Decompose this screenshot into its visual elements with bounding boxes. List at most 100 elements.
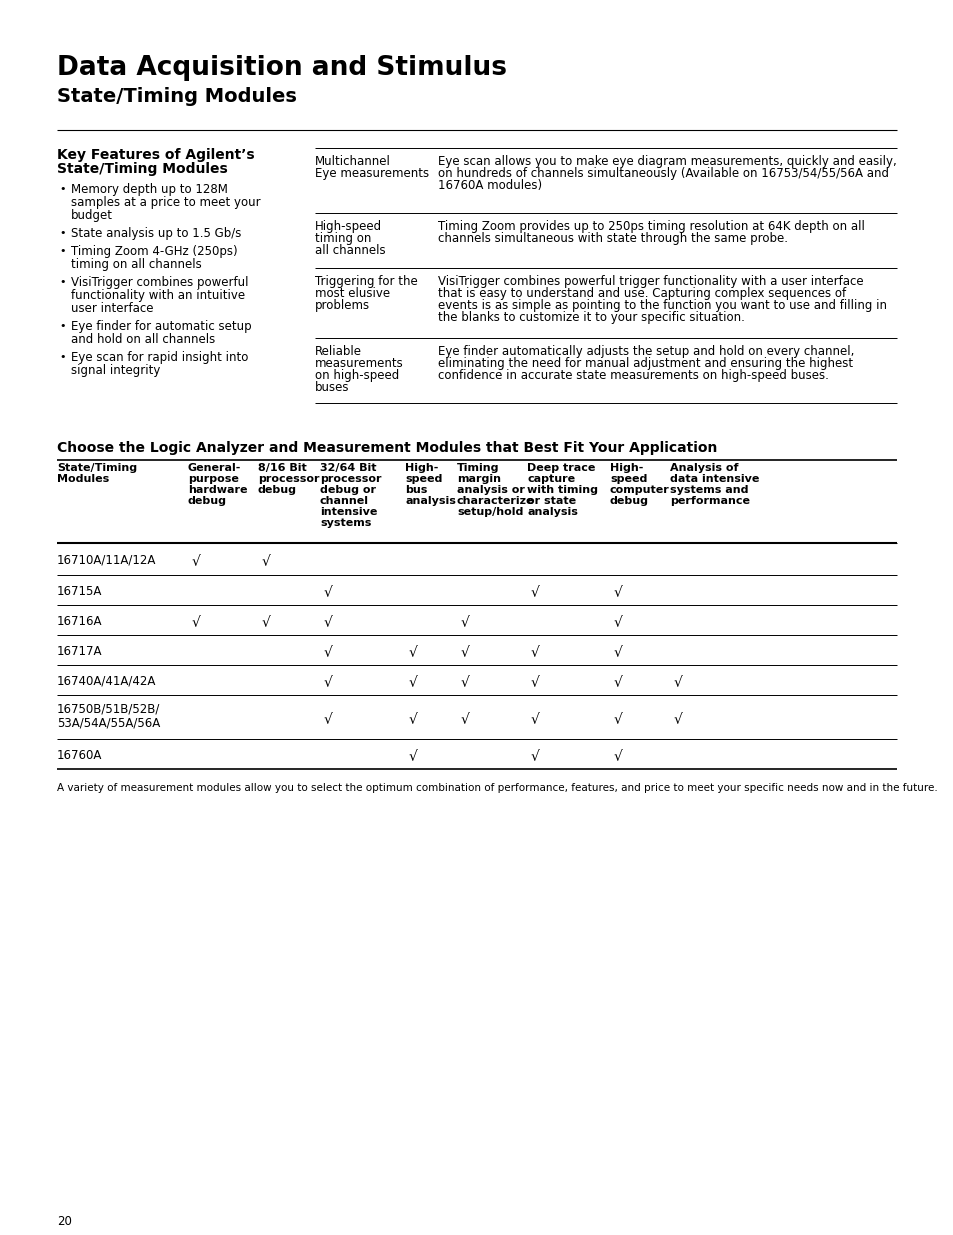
- Text: √: √: [673, 676, 681, 690]
- Text: 16710A/11A/12A: 16710A/11A/12A: [57, 553, 156, 566]
- Text: State/Timing Modules: State/Timing Modules: [57, 162, 228, 177]
- Text: √: √: [261, 555, 270, 569]
- Text: √: √: [460, 676, 469, 690]
- Text: data intensive: data intensive: [669, 474, 759, 484]
- Text: on high-speed: on high-speed: [314, 369, 399, 382]
- Text: capture: capture: [526, 474, 575, 484]
- Text: purpose: purpose: [188, 474, 238, 484]
- Text: functionality with an intuitive: functionality with an intuitive: [71, 289, 245, 303]
- Text: speed: speed: [609, 474, 647, 484]
- Text: √: √: [261, 616, 270, 630]
- Text: √: √: [323, 676, 332, 690]
- Text: √: √: [408, 646, 417, 659]
- Text: State/Timing: State/Timing: [57, 463, 137, 473]
- Text: High-: High-: [405, 463, 438, 473]
- Text: √: √: [530, 750, 538, 764]
- Text: bus: bus: [405, 485, 427, 495]
- Text: budget: budget: [71, 209, 112, 222]
- Text: timing on all channels: timing on all channels: [71, 258, 201, 270]
- Text: 53A/54A/55A/56A: 53A/54A/55A/56A: [57, 716, 160, 729]
- Text: intensive: intensive: [319, 508, 377, 517]
- Text: Deep trace: Deep trace: [526, 463, 595, 473]
- Text: systems: systems: [319, 517, 371, 529]
- Text: √: √: [192, 555, 200, 569]
- Text: Eye scan allows you to make eye diagram measurements, quickly and easily,: Eye scan allows you to make eye diagram …: [437, 156, 896, 168]
- Text: √: √: [460, 646, 469, 659]
- Text: with timing: with timing: [526, 485, 598, 495]
- Text: Timing: Timing: [456, 463, 499, 473]
- Text: Modules: Modules: [57, 474, 110, 484]
- Text: 16716A: 16716A: [57, 615, 102, 629]
- Text: processor: processor: [319, 474, 381, 484]
- Text: Analysis of: Analysis of: [669, 463, 738, 473]
- Text: √: √: [323, 616, 332, 630]
- Text: √: √: [530, 646, 538, 659]
- Text: √: √: [192, 616, 200, 630]
- Text: Multichannel: Multichannel: [314, 156, 391, 168]
- Text: systems and: systems and: [669, 485, 748, 495]
- Text: margin: margin: [456, 474, 500, 484]
- Text: Reliable: Reliable: [314, 345, 361, 358]
- Text: Eye finder automatically adjusts the setup and hold on every channel,: Eye finder automatically adjusts the set…: [437, 345, 854, 358]
- Text: •: •: [59, 246, 66, 256]
- Text: •: •: [59, 277, 66, 287]
- Text: √: √: [673, 713, 681, 727]
- Text: √: √: [323, 585, 332, 600]
- Text: user interface: user interface: [71, 303, 153, 315]
- Text: buses: buses: [314, 382, 349, 394]
- Text: √: √: [530, 585, 538, 600]
- Text: debug: debug: [257, 485, 296, 495]
- Text: A variety of measurement modules allow you to select the optimum combination of : A variety of measurement modules allow y…: [57, 783, 937, 793]
- Text: channel: channel: [319, 496, 369, 506]
- Text: √: √: [530, 713, 538, 727]
- Text: √: √: [460, 616, 469, 630]
- Text: 16740A/41A/42A: 16740A/41A/42A: [57, 676, 156, 688]
- Text: √: √: [323, 646, 332, 659]
- Text: on hundreds of channels simultaneously (Available on 16753/54/55/56A and: on hundreds of channels simultaneously (…: [437, 167, 888, 180]
- Text: debug: debug: [609, 496, 648, 506]
- Text: 16715A: 16715A: [57, 585, 102, 598]
- Text: most elusive: most elusive: [314, 287, 390, 300]
- Text: the blanks to customize it to your specific situation.: the blanks to customize it to your speci…: [437, 311, 744, 324]
- Text: events is as simple as pointing to the function you want to use and filling in: events is as simple as pointing to the f…: [437, 299, 886, 312]
- Text: •: •: [59, 184, 66, 194]
- Text: confidence in accurate state measurements on high-speed buses.: confidence in accurate state measurement…: [437, 369, 828, 382]
- Text: √: √: [613, 750, 621, 764]
- Text: Eye measurements: Eye measurements: [314, 167, 429, 180]
- Text: 16760A modules): 16760A modules): [437, 179, 541, 191]
- Text: analysis: analysis: [526, 508, 578, 517]
- Text: debug or: debug or: [319, 485, 375, 495]
- Text: √: √: [613, 646, 621, 659]
- Text: State analysis up to 1.5 Gb/s: State analysis up to 1.5 Gb/s: [71, 227, 241, 240]
- Text: performance: performance: [669, 496, 749, 506]
- Text: debug: debug: [188, 496, 227, 506]
- Text: Timing Zoom provides up to 250ps timing resolution at 64K depth on all: Timing Zoom provides up to 250ps timing …: [437, 220, 864, 233]
- Text: √: √: [613, 676, 621, 690]
- Text: General-: General-: [188, 463, 241, 473]
- Text: State/Timing Modules: State/Timing Modules: [57, 86, 296, 106]
- Text: timing on: timing on: [314, 232, 371, 245]
- Text: measurements: measurements: [314, 357, 403, 370]
- Text: 8/16 Bit: 8/16 Bit: [257, 463, 307, 473]
- Text: speed: speed: [405, 474, 442, 484]
- Text: High-speed: High-speed: [314, 220, 382, 233]
- Text: computer: computer: [609, 485, 669, 495]
- Text: Triggering for the: Triggering for the: [314, 275, 417, 288]
- Text: VisiTrigger combines powerful: VisiTrigger combines powerful: [71, 275, 248, 289]
- Text: √: √: [613, 585, 621, 600]
- Text: all channels: all channels: [314, 245, 385, 257]
- Text: √: √: [408, 750, 417, 764]
- Text: hardware: hardware: [188, 485, 247, 495]
- Text: setup/hold: setup/hold: [456, 508, 523, 517]
- Text: signal integrity: signal integrity: [71, 364, 160, 377]
- Text: √: √: [613, 713, 621, 727]
- Text: Memory depth up to 128M: Memory depth up to 128M: [71, 183, 228, 196]
- Text: √: √: [408, 713, 417, 727]
- Text: √: √: [460, 713, 469, 727]
- Text: Timing Zoom 4-GHz (250ps): Timing Zoom 4-GHz (250ps): [71, 245, 237, 258]
- Text: •: •: [59, 228, 66, 238]
- Text: √: √: [323, 713, 332, 727]
- Text: analysis: analysis: [405, 496, 456, 506]
- Text: √: √: [408, 676, 417, 690]
- Text: or state: or state: [526, 496, 576, 506]
